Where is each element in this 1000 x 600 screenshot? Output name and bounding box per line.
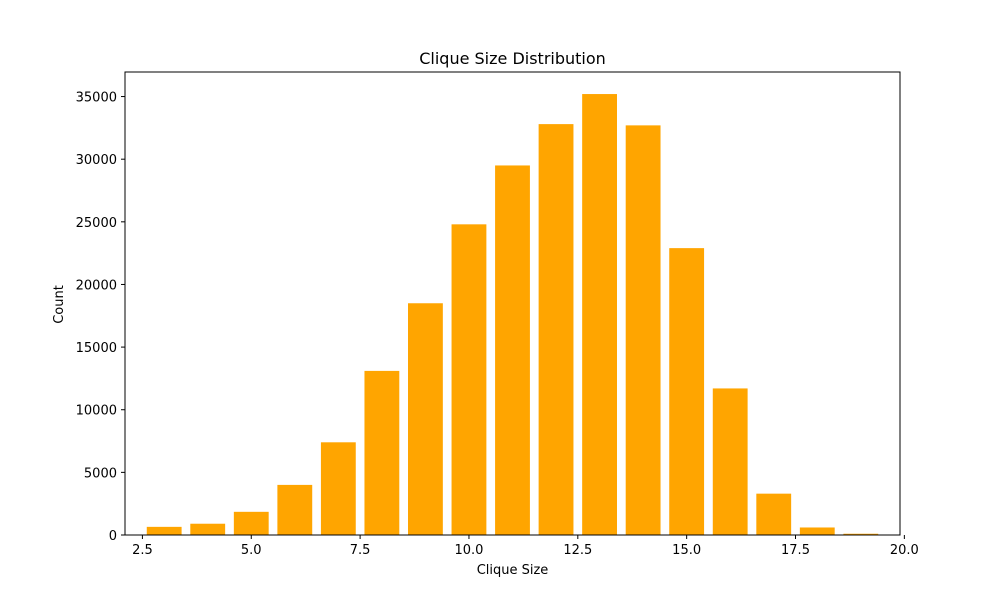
x-tick-label: 2.5: [132, 543, 153, 558]
bar-size-6: [277, 484, 313, 535]
bar-size-7: [320, 442, 356, 535]
y-tick-label: 15000: [76, 341, 117, 356]
bar-size-5: [233, 511, 269, 535]
x-tick-label: 10.0: [454, 543, 483, 558]
y-tick-label: 0: [109, 529, 117, 544]
x-tick-label: 12.5: [563, 543, 592, 558]
bar-size-18: [799, 527, 835, 535]
x-axis-title: Clique Size: [477, 563, 549, 578]
bar-size-19: [843, 533, 879, 535]
bar-size-11: [495, 165, 530, 535]
x-tick-label: 17.5: [781, 543, 810, 558]
bar-size-10: [451, 224, 487, 535]
bar-size-8: [364, 370, 400, 535]
bar-size-3: [146, 526, 182, 535]
y-tick-label: 35000: [76, 91, 117, 106]
bar-size-9: [408, 303, 443, 535]
x-tick-label: 7.5: [350, 543, 371, 558]
y-tick-label: 5000: [84, 466, 117, 481]
bars-group: [146, 94, 879, 536]
plot-frame: [124, 71, 901, 536]
chart-title: Clique Size Distribution: [419, 49, 606, 68]
x-axis: 2.5 5.0 7.5 10.0 12.5 15.0 17.5 20.0: [132, 535, 919, 558]
bar-size-15: [669, 248, 705, 535]
y-axis: 0 5000 10000 15000 20000 25000 30000 35000: [76, 91, 125, 544]
bar-size-12: [538, 124, 574, 536]
y-axis-title: Count: [52, 285, 67, 324]
bar-size-13: [582, 94, 617, 536]
bar-size-17: [756, 493, 792, 535]
bar-size-14: [625, 125, 661, 535]
y-tick-label: 30000: [76, 153, 117, 168]
y-tick-label: 20000: [76, 278, 117, 293]
bar-size-4: [190, 523, 226, 535]
x-tick-label: 5.0: [241, 543, 262, 558]
y-tick-label: 25000: [76, 216, 117, 231]
x-tick-label: 15.0: [672, 543, 701, 558]
y-tick-label: 10000: [76, 404, 117, 419]
bar-size-16: [712, 388, 748, 535]
x-tick-label: 20.0: [890, 543, 919, 558]
